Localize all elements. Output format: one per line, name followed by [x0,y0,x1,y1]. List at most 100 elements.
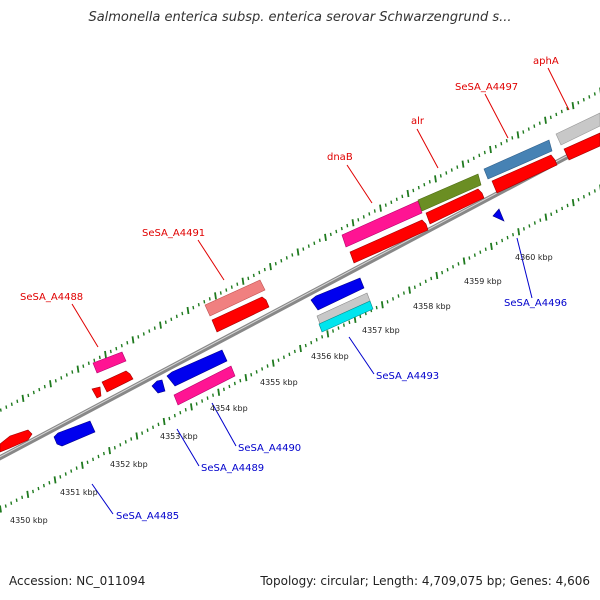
ruler-tick [219,291,222,295]
gene-label[interactable]: SeSA_A4493 [376,371,439,382]
ruler-tick [274,261,277,266]
gene-label[interactable]: SeSA_A4491 [142,228,205,239]
ruler-tick [582,98,585,102]
gene-block[interactable] [0,429,33,453]
ruler-tick [348,320,351,324]
ruler-tick [115,346,118,351]
ruler-tick [351,219,355,227]
gene-label[interactable]: SeSA_A4496 [504,298,567,309]
ruler-tick [233,381,236,386]
gene-block[interactable] [211,296,270,333]
gene-label-leader [176,428,200,467]
gene-block[interactable] [204,279,266,317]
ruler-tick [386,300,389,304]
gene-label-leader [484,93,509,139]
gene-block[interactable] [563,132,600,161]
ruler-tick [577,100,580,105]
ruler-tick [266,364,269,368]
gene-block[interactable] [492,208,505,222]
gene-block[interactable] [53,420,96,447]
ruler-tick [395,197,398,202]
ruler-tick [310,340,313,345]
ruler-tick [506,235,509,240]
ruler-tick [148,329,151,333]
gene-block[interactable] [151,379,166,394]
gene-block[interactable] [166,349,228,387]
ruler-tick [162,417,166,426]
gene-block[interactable] [341,200,423,248]
ruler-tick [408,286,411,294]
gene-block[interactable] [318,300,374,333]
ruler-tick [206,396,209,400]
ruler-tick [48,481,51,485]
ruler-tick [577,197,580,202]
ruler-tick [467,159,470,163]
gene-label[interactable]: SeSA_A4488 [20,292,83,303]
ruler-tick [522,227,525,231]
ruler-tick [130,437,133,441]
ruler-tick [32,390,35,395]
ruler-tick [71,370,74,374]
ruler-tick [533,221,536,225]
gene-label[interactable]: SeSA_A4490 [238,443,301,454]
ruler-tick [484,247,487,252]
ruler-tick [157,422,160,427]
gene-label[interactable]: alr [411,116,425,127]
gene-block[interactable] [491,154,558,194]
ruler-tick [86,460,89,465]
ruler-tick [54,379,57,383]
ruler-tick [244,374,248,382]
gene-block[interactable] [425,188,485,225]
ruler-tick [168,416,171,421]
ruler-tick [593,92,596,96]
ruler-tick [299,344,302,353]
ruler-tick [258,270,261,275]
gene-block[interactable] [173,365,236,406]
gene-block[interactable] [310,277,365,311]
gene-label[interactable]: SeSA_A4497 [455,82,518,93]
ruler-tick [588,95,591,99]
ruler-tick [516,131,520,139]
ruler-tick [419,282,422,287]
ruler-tick [329,232,332,237]
ruler-tick [424,279,427,284]
ruler-tick [472,156,475,161]
gene-block[interactable] [91,386,102,399]
ruler-tick [373,209,376,213]
ruler-tick [5,405,8,409]
ruler-tick-labels: 4350 kbp 4351 kbp 4352 kbp 4353 kbp 4354 kbp… [10,253,553,525]
gene-label[interactable]: SeSA_A4489 [201,463,264,474]
ruler-tick [179,410,182,415]
ruler-tick [32,489,35,494]
ruler-tick [70,469,73,473]
ruler-tick [593,189,596,193]
ruler-tick [222,387,225,392]
ruler-tick [566,106,569,111]
ruler-tick [181,311,184,316]
gene-block[interactable] [417,173,482,212]
ruler-tick [214,292,217,300]
ruler-tick [318,238,321,243]
gene-block[interactable] [92,351,127,374]
gene-block[interactable] [555,112,600,146]
ruler-tick [137,335,140,339]
gene-block[interactable] [101,370,134,393]
ruler-tick [479,250,482,254]
tick-label: 4358 kbp [413,302,451,311]
ruler-tick [413,285,416,289]
gene-block[interactable] [349,219,429,264]
gene-label[interactable]: dnaB [327,152,353,163]
ruler-tick [307,244,310,248]
gene-label[interactable]: aphA [533,56,559,67]
ruler-tick [131,336,135,344]
ruler-tick [104,350,107,359]
gene-label[interactable]: SeSA_A4485 [116,511,179,522]
gene-block[interactable] [483,139,553,180]
ruler-tick [304,343,307,348]
ruler-tick [153,326,156,330]
ruler-tick [538,121,541,125]
ruler-tick [446,267,449,272]
ruler-tick [108,447,111,455]
ruler-tick [228,384,231,389]
ruler-tick [430,276,433,281]
